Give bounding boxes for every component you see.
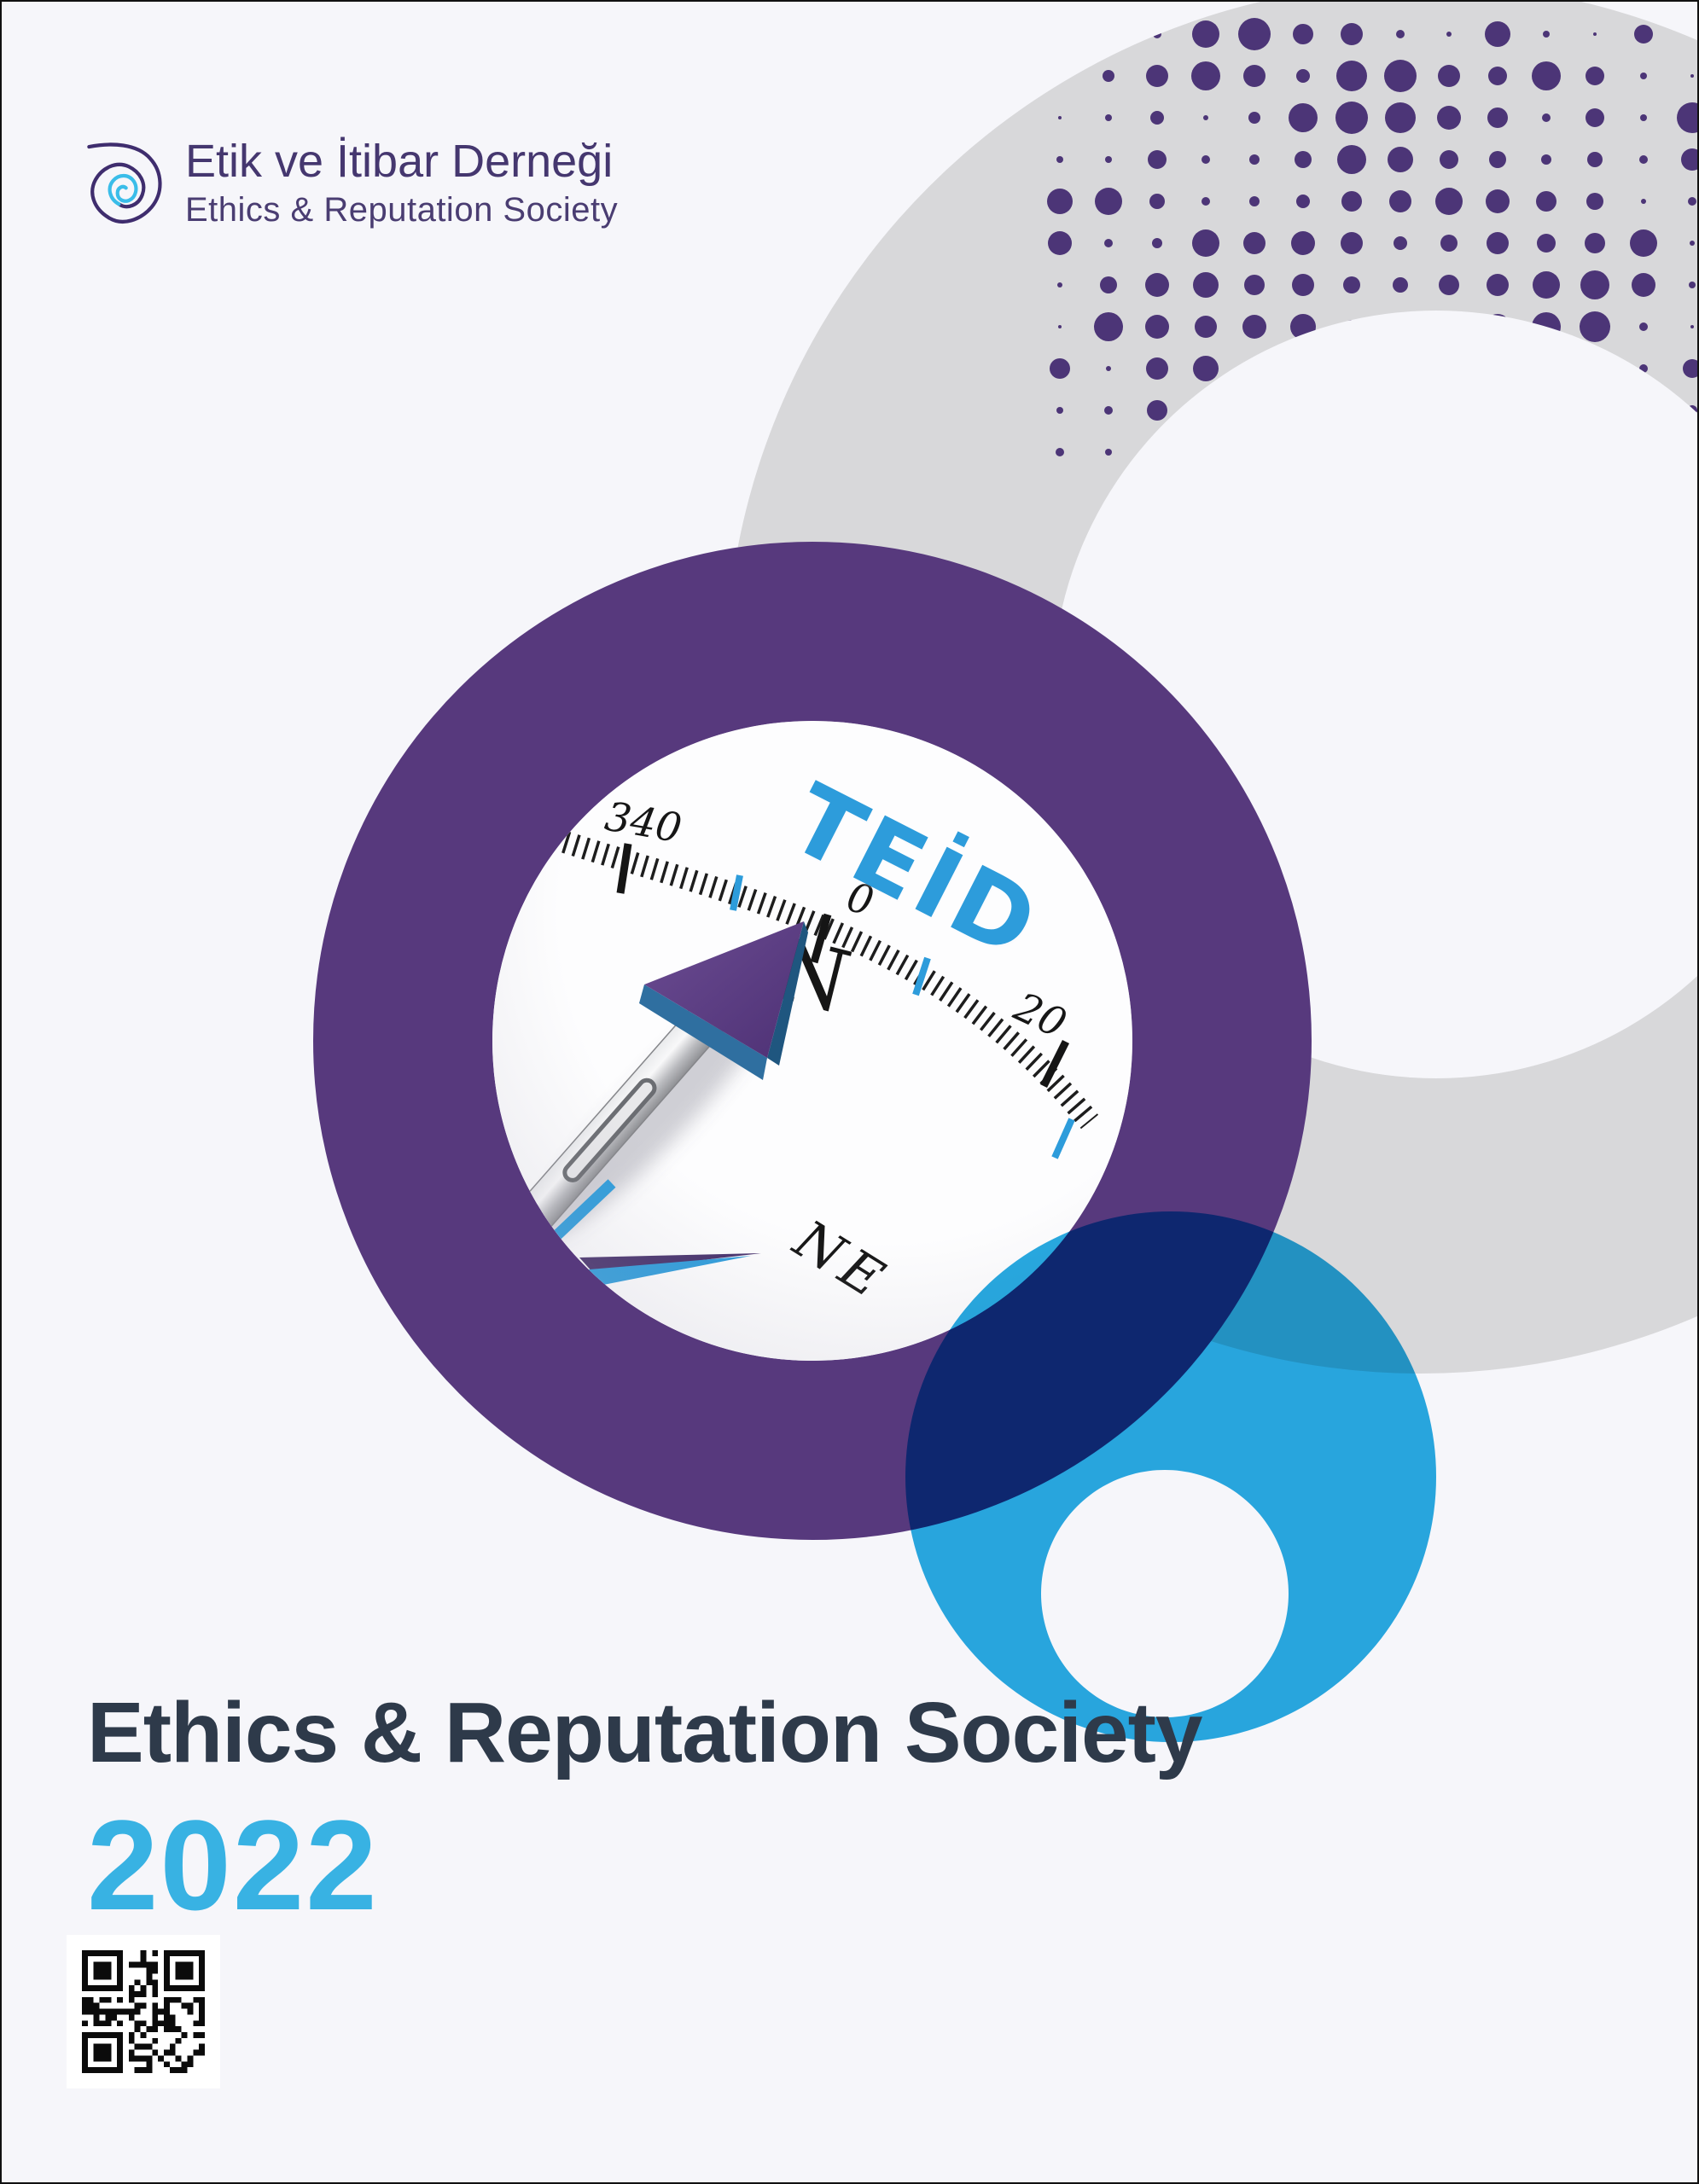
halftone-dot-pattern [1047,18,1697,460]
spiral-logo-icon [87,142,162,224]
arrowhead-side-face [639,985,767,1080]
qr-code-modules [82,1950,205,2073]
cover-title: Ethics & Reputation Society [87,1685,1203,1780]
logo-org-name-english: Ethics & Reputation Society [185,191,619,229]
arrowhead-top-face [644,921,804,1058]
compass-photo: N 340 0 20 NE TEİD [492,721,1132,1361]
compass-face-shading [492,721,1132,1361]
compass-dial-graphic [495,831,1099,1286]
qr-code [67,1935,220,2088]
arrowhead-right-edge [767,921,808,1066]
cover-year: 2022 [87,1793,379,1937]
compass-minor-ticks [561,831,1099,1130]
shaft-stripe-blue [510,1179,616,1280]
needle-arrowhead-graphic [639,921,808,1080]
compass-blue-ticks [730,874,1075,1159]
logo-org-name-turkish: Etik ve İtibar Derneği [185,136,614,187]
needle-tail-blue [569,1256,751,1286]
compass-major-ticks [616,843,1070,1089]
